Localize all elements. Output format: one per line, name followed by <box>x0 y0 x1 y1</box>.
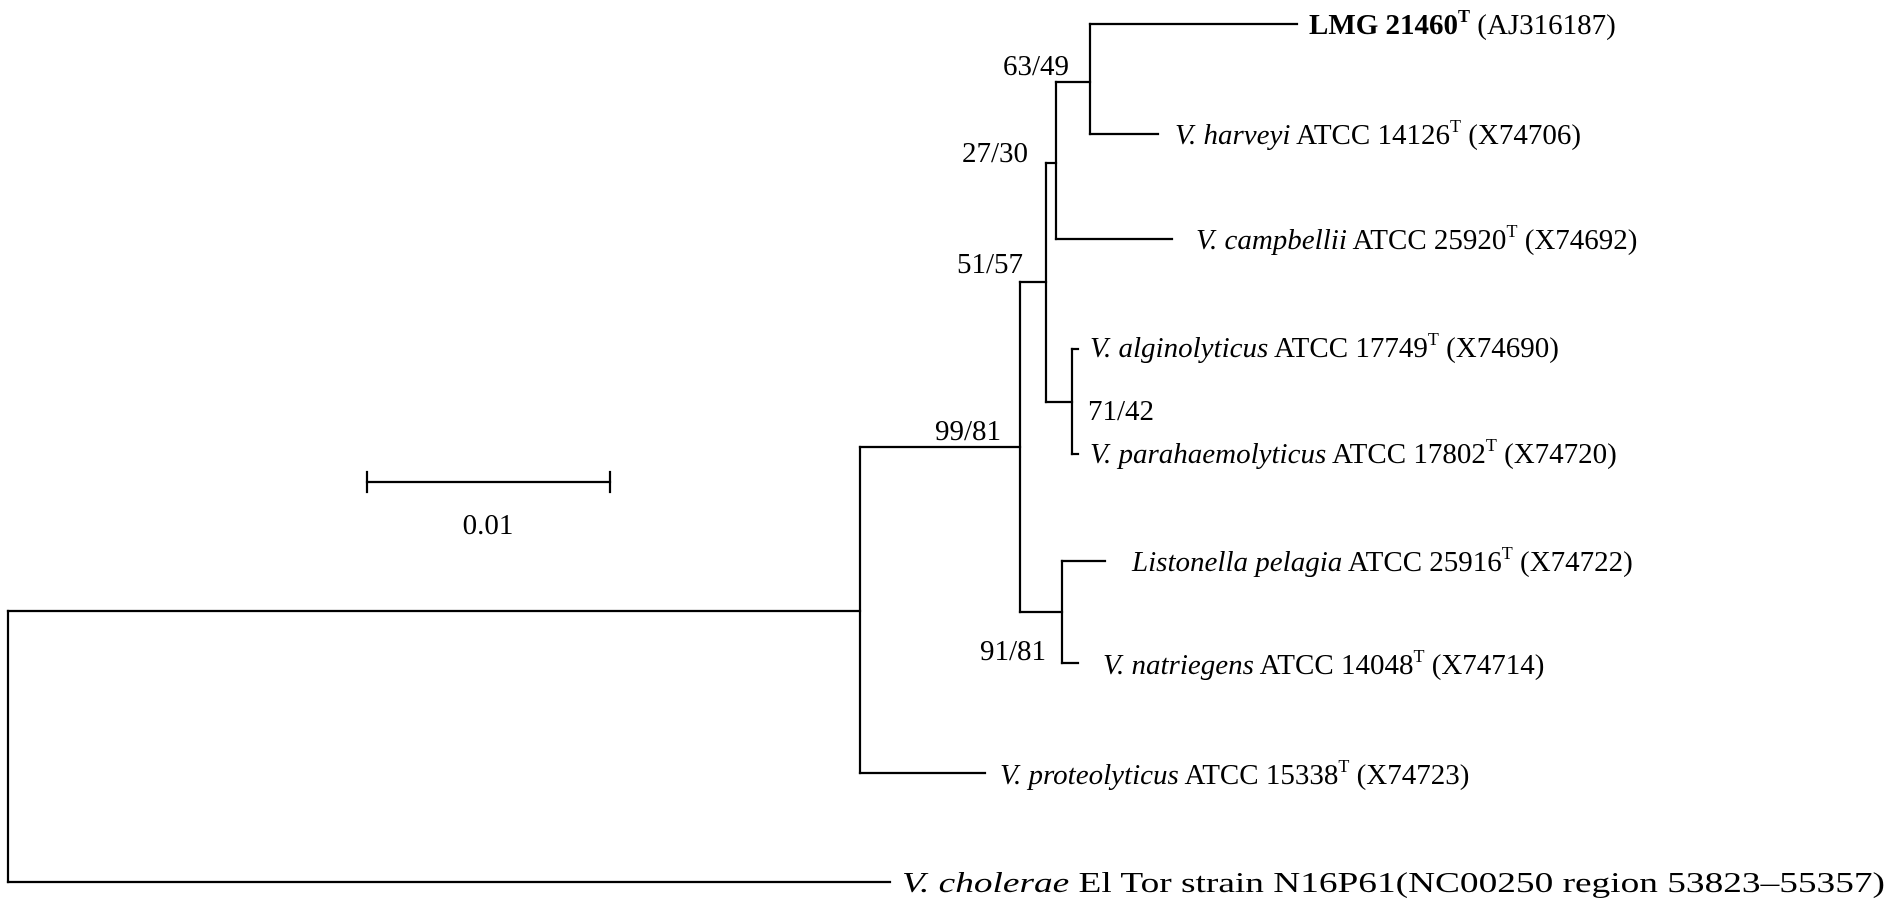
bootstrap-value: 99/81 <box>935 415 1001 447</box>
accession-number: (X74692) <box>1525 224 1638 256</box>
taxon-name: V. proteolyticus <box>1000 759 1179 791</box>
taxon-name: Listonella pelagia <box>1131 546 1342 578</box>
scale-bar: 0.01 <box>365 470 612 541</box>
type-strain-mark: T <box>1506 221 1517 241</box>
type-strain-mark: T <box>1486 435 1497 455</box>
type-strain-mark: T <box>1428 329 1439 349</box>
strain-designation: ATCC 14126 <box>1296 119 1450 151</box>
bootstrap-value: 51/57 <box>957 248 1023 280</box>
bootstrap-value: 91/81 <box>980 635 1046 667</box>
accession-number: (X74720) <box>1504 438 1617 470</box>
taxon-label: V. proteolyticus ATCC 15338T (X74723) <box>1000 756 1469 791</box>
tree-branches <box>6 22 1299 884</box>
accession-number: (X74706) <box>1468 119 1581 151</box>
bootstrap-value: 63/49 <box>1003 50 1069 82</box>
strain-designation: El Tor strain N16P61(NC00250 region 5382… <box>1079 867 1885 899</box>
accession-number: (AJ316187) <box>1477 9 1616 41</box>
taxon-label: V. cholerae El Tor strain N16P61(NC00250… <box>902 867 1885 899</box>
type-strain-mark: T <box>1413 646 1424 666</box>
taxon-name: V. harveyi <box>1175 119 1290 151</box>
type-strain-mark: T <box>1450 116 1461 136</box>
accession-number: (X74723) <box>1357 759 1470 791</box>
bootstrap-values: 63/49 27/30 51/57 71/42 99/81 91/81 <box>935 50 1154 667</box>
taxon-label: V. harveyi ATCC 14126T (X74706) <box>1175 116 1581 151</box>
type-strain-mark: T <box>1338 756 1349 776</box>
strain-designation: ATCC 15338 <box>1184 759 1338 791</box>
strain-designation: ATCC 25920 <box>1353 224 1507 256</box>
taxon-label: Listonella pelagia ATCC 25916T (X74722) <box>1131 543 1633 578</box>
taxon-label: LMG 21460T (AJ316187) <box>1309 6 1616 41</box>
taxon-name: V. campbellii <box>1196 224 1347 256</box>
taxon-name: V. natriegens <box>1103 649 1254 681</box>
type-strain-mark: T <box>1502 543 1513 563</box>
accession-number: (X74690) <box>1446 332 1559 364</box>
strain-designation: ATCC 17749 <box>1274 332 1428 364</box>
bootstrap-value: 27/30 <box>962 137 1028 169</box>
taxon-label: V. parahaemolyticus ATCC 17802T (X74720) <box>1090 435 1617 470</box>
taxon-label: V. natriegens ATCC 14048T (X74714) <box>1103 646 1544 681</box>
scale-bar-label: 0.01 <box>463 509 514 541</box>
type-strain-mark: T <box>1458 6 1470 26</box>
accession-number: (X74722) <box>1520 546 1633 578</box>
taxon-name: LMG 21460 <box>1309 9 1458 41</box>
strain-designation: ATCC 25916 <box>1348 546 1502 578</box>
strain-designation: ATCC 17802 <box>1332 438 1486 470</box>
taxon-label: V. alginolyticus ATCC 17749T (X74690) <box>1090 329 1559 364</box>
bootstrap-value: 71/42 <box>1088 395 1154 427</box>
taxon-name: V. alginolyticus <box>1090 332 1268 364</box>
strain-designation: ATCC 14048 <box>1260 649 1414 681</box>
taxon-label: V. campbellii ATCC 25920T (X74692) <box>1196 221 1637 256</box>
taxon-name: V. parahaemolyticus <box>1090 438 1326 470</box>
taxon-labels: LMG 21460T (AJ316187) V. harveyi ATCC 14… <box>902 6 1885 899</box>
taxon-name: V. cholerae <box>902 867 1069 899</box>
accession-number: (X74714) <box>1432 649 1545 681</box>
